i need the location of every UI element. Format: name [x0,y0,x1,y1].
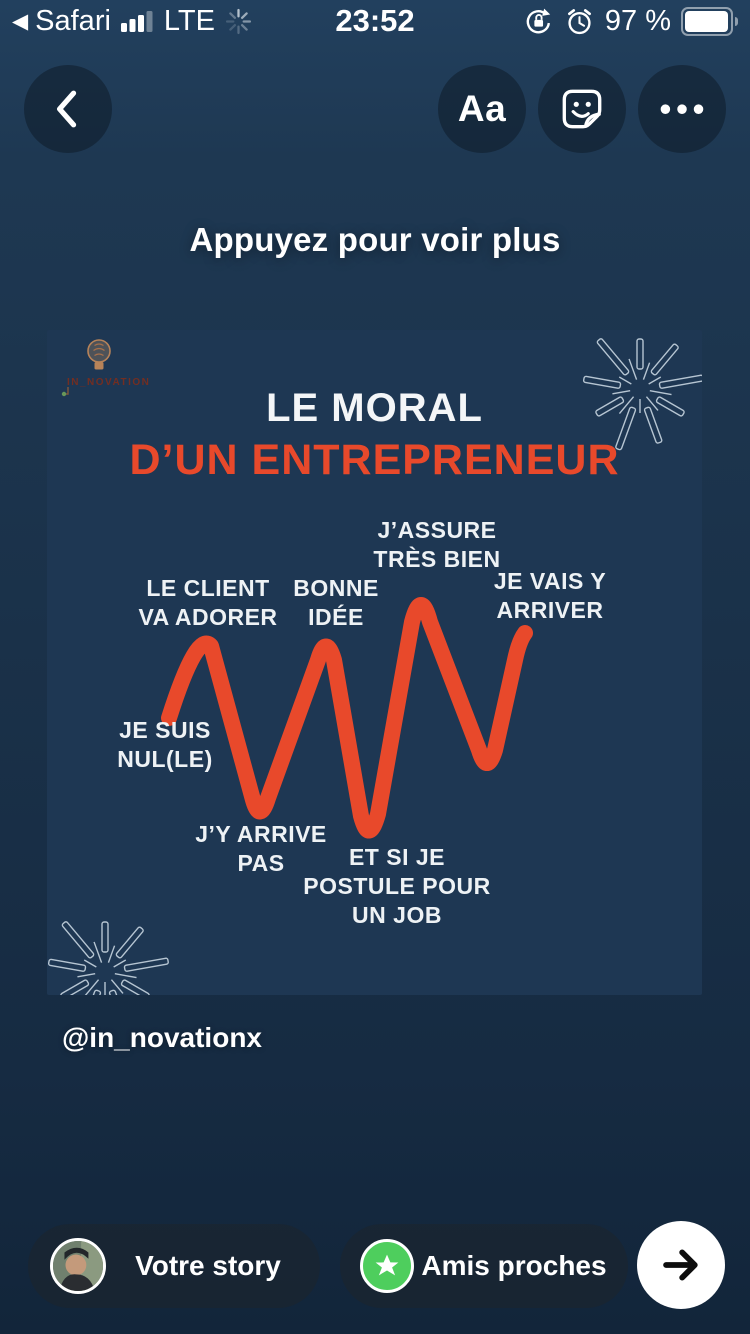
brand-logo: IN_NOVATION [59,334,179,405]
lightbulb-logo-icon [61,339,111,397]
ellipsis-icon: ••• [659,90,710,127]
morale-zigzag-curve [161,597,533,839]
signal-bars-icon [120,11,153,32]
close-friends-label: Amis proches [421,1250,607,1281]
annotation-le-client-va-adorer: LE CLIENT VA ADORER [138,575,278,630]
annotation-et-si-je-postule: ET SI JE POSTULE POUR UN JOB [303,844,491,928]
annotation-je-suis-nulle: JE SUIS NUL(LE) [117,717,213,772]
status-bar-right: 97 % [523,5,738,38]
starburst-decoration-icon [582,338,702,451]
back-to-app-indicator[interactable]: ◀ Safari [12,5,111,38]
text-tool-button[interactable]: Aa [438,65,526,153]
clock: 23:52 [335,3,415,38]
avatar [50,1238,106,1294]
send-arrow-icon [663,1249,698,1281]
battery-icon [681,6,738,36]
tap-to-see-more-hint: Appuyez pour voir plus [189,221,561,258]
story-media-card[interactable]: IN_NOVATION LE MORAL D’UN ENTREPRENEUR J… [47,330,702,995]
alarm-clock-icon [567,8,591,34]
annotation-jy-arrive-pas: J’Y ARRIVE PAS [195,821,327,876]
your-story-label: Votre story [135,1250,281,1281]
back-to-app-label: Safari [35,4,111,37]
carrier-label: LTE [163,4,215,37]
back-to-app-chevron-icon: ◀ [12,9,29,33]
sticker-icon [562,89,602,129]
network-spinner-icon [225,8,252,34]
back-button[interactable] [24,65,112,153]
status-bar-left: ◀ Safari LTE [12,5,252,38]
star-icon [375,1254,399,1276]
card-title-line1: LE MORAL [266,386,483,430]
more-options-button[interactable]: ••• [638,65,726,153]
brand-logo-text: IN_NOVATION [67,377,150,388]
text-tool-label: Aa [457,88,507,129]
send-button[interactable] [637,1221,725,1309]
card-title-line2: D’UN ENTREPRENEUR [129,436,620,484]
status-bar: ◀ Safari LTE [0,0,750,42]
author-handle: @in_novationx [62,1022,262,1053]
starburst-decoration-icon [47,921,169,995]
annotation-bonne-idee: BONNE IDÉE [293,575,379,630]
chevron-left-icon [57,90,77,128]
annotation-jassure-tres-bien: J’ASSURE TRÈS BIEN [373,517,501,572]
close-friends-badge [360,1239,414,1293]
orientation-lock-icon [526,8,551,33]
annotation-je-vais-y-arriver: JE VAIS Y ARRIVER [493,568,607,623]
your-story-button[interactable]: Votre story [28,1224,320,1308]
sticker-button[interactable] [538,65,626,153]
battery-percent-label: 97 % [604,4,671,37]
close-friends-button[interactable]: Amis proches [340,1224,628,1308]
